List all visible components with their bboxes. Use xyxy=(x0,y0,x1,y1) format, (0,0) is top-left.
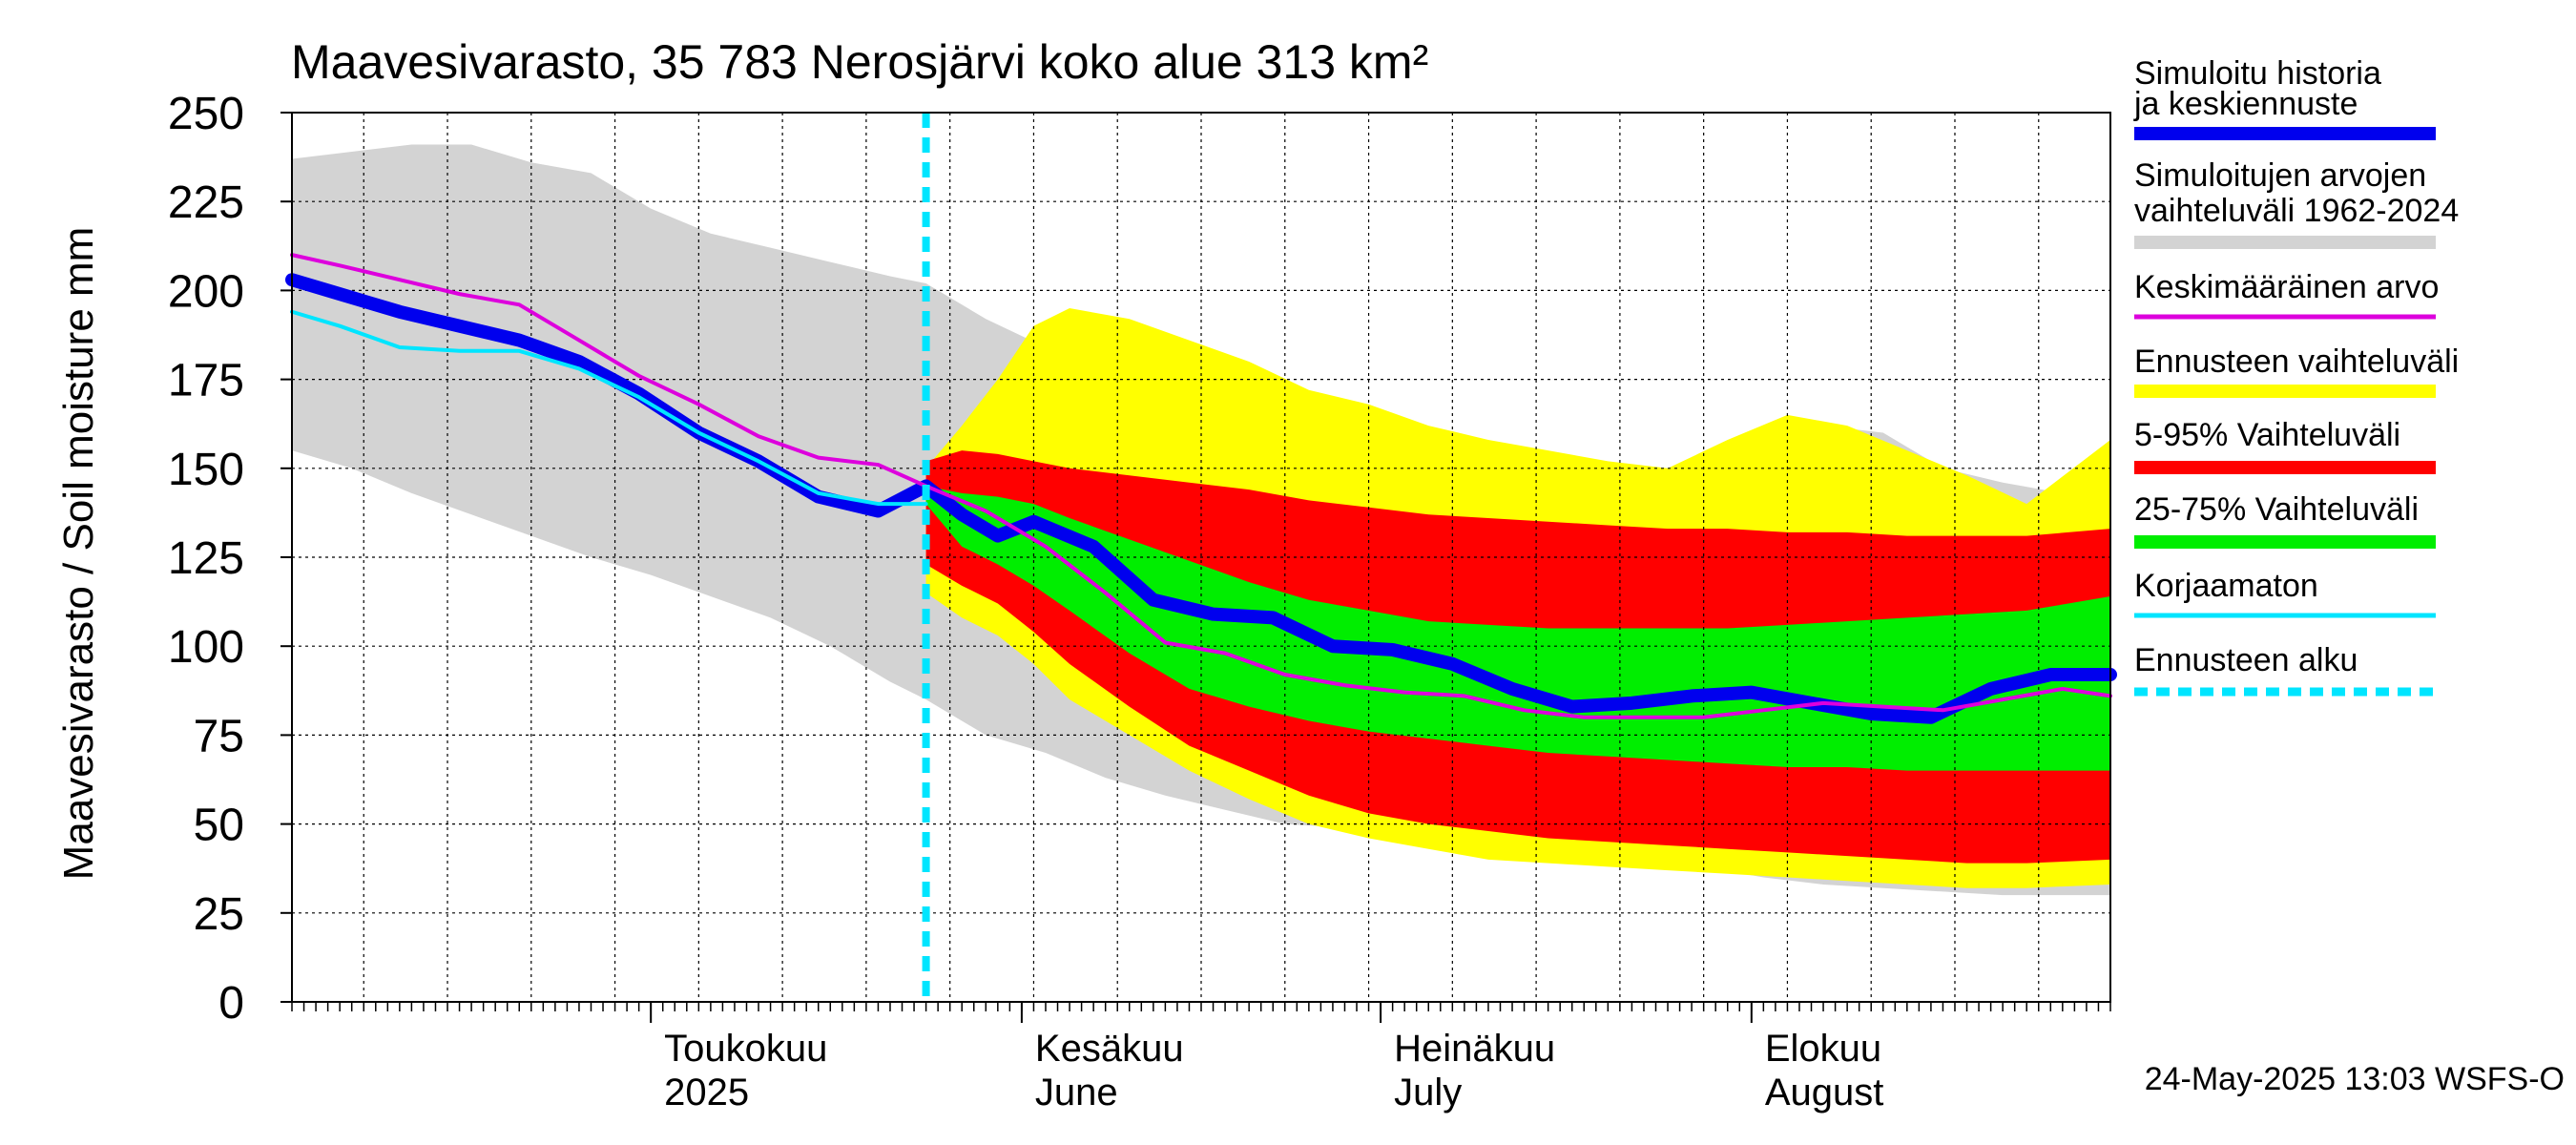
y-tick-label: 50 xyxy=(194,801,244,851)
series-simulated-line xyxy=(285,273,2117,724)
legend-label: Simuloitujen arvojen xyxy=(2134,157,2426,194)
series-uncorrected-line xyxy=(290,309,928,507)
y-tick-label: 75 xyxy=(194,711,244,761)
x-month-label: Heinäkuu xyxy=(1394,1028,1555,1070)
y-tick-label: 175 xyxy=(168,356,244,406)
grid-layer xyxy=(292,113,2110,1002)
x-month-sublabel: 2025 xyxy=(664,1072,749,1114)
series-mean-line xyxy=(290,253,2112,719)
legend-label: 5-95% Vaihteluväli xyxy=(2134,417,2400,453)
y-tick-label: 150 xyxy=(168,445,244,495)
y-tick-label: 200 xyxy=(168,266,244,317)
y-tick-label: 0 xyxy=(218,978,244,1029)
y-tick-label: 250 xyxy=(168,89,244,139)
x-month-sublabel: June xyxy=(1035,1072,1118,1114)
chart-title: Maavesivarasto, 35 783 Nerosjärvi koko a… xyxy=(291,35,1428,89)
footer-timestamp: 24-May-2025 13:03 WSFS-O xyxy=(2145,1061,2565,1097)
x-month-label: Elokuu xyxy=(1765,1028,1881,1070)
x-month-label: Kesäkuu xyxy=(1035,1028,1184,1070)
y-axis-label: Maavesivarasto / Soil moisture mm xyxy=(55,227,102,881)
y-tick-label: 100 xyxy=(168,622,244,673)
legend-label: ja keskiennuste xyxy=(2133,86,2358,122)
y-tick-label: 225 xyxy=(168,177,244,228)
legend-label: Simuloitu historia xyxy=(2134,55,2381,92)
x-month-sublabel: July xyxy=(1394,1072,1462,1114)
legend-label: 25-75% Vaihteluväli xyxy=(2134,491,2419,528)
y-tick-label: 125 xyxy=(168,533,244,584)
x-month-sublabel: August xyxy=(1765,1072,1884,1114)
legend-label: Korjaamaton xyxy=(2134,568,2318,604)
y-tick-label: 25 xyxy=(194,889,244,940)
lines-layer xyxy=(285,253,2117,724)
y-axis: 0 25 50 75 100 125 150 175 200 225 250 xyxy=(168,89,292,1029)
legend-label: Ennusteen alku xyxy=(2134,642,2358,678)
x-month-label: Toukokuu xyxy=(664,1028,827,1070)
legend-label: vaihteluväli 1962-2024 xyxy=(2134,193,2459,229)
legend-label: Ennusteen vaihteluväli xyxy=(2134,344,2459,380)
legend-label: Keskimääräinen arvo xyxy=(2134,269,2439,305)
